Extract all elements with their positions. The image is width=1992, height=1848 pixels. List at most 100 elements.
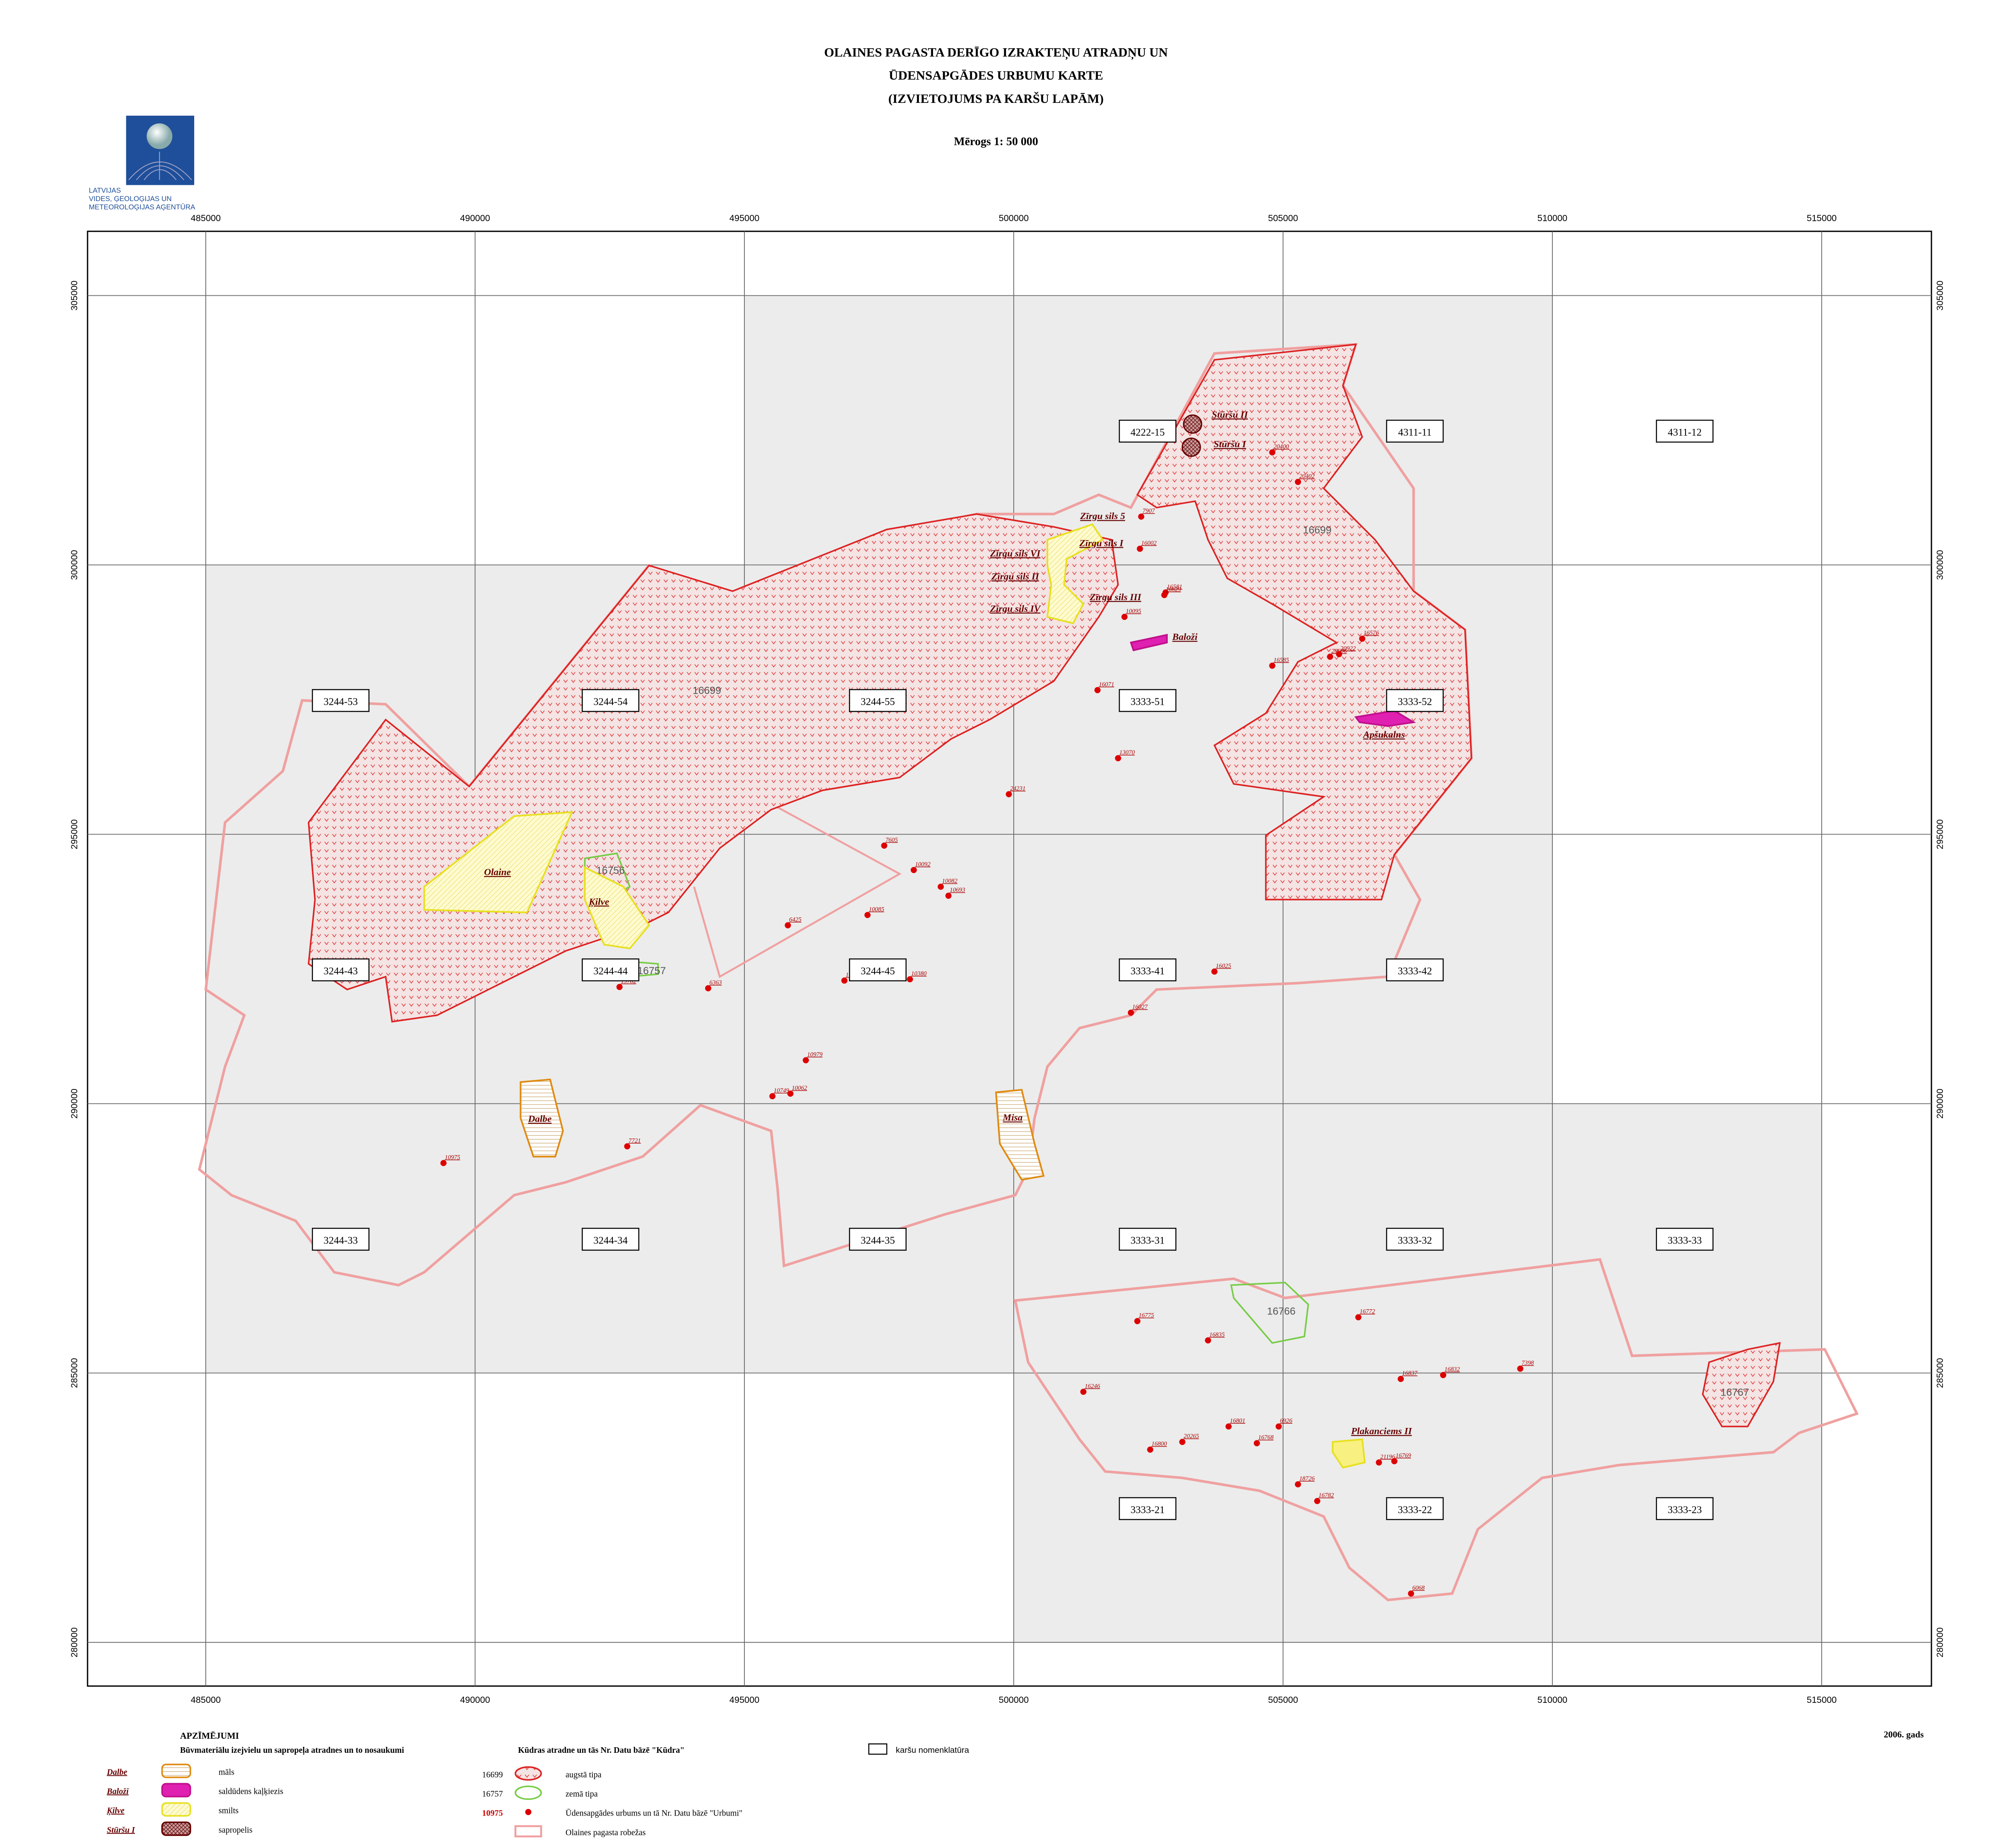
logo-text: METEOROLOĢIJAS AĢENTŪRA bbox=[89, 203, 195, 211]
borehole-label: 16801 bbox=[1230, 1418, 1245, 1425]
deposit-label: Baloži bbox=[1172, 631, 1198, 642]
map-frame bbox=[87, 231, 1932, 1687]
sheet-label: 4222-15 bbox=[1131, 427, 1165, 438]
sheet-box bbox=[1119, 958, 1177, 981]
borehole bbox=[1147, 1446, 1153, 1453]
borehole bbox=[705, 985, 712, 992]
sheet-label: 3333-31 bbox=[1131, 1235, 1165, 1246]
sheet-label: 3244-45 bbox=[860, 966, 895, 977]
x-tick-label: 485000 bbox=[191, 1695, 221, 1705]
logo-text: LATVIJAS bbox=[89, 187, 121, 195]
borehole-label: 16768 bbox=[1258, 1434, 1274, 1441]
x-tick-label: 515000 bbox=[1807, 1695, 1837, 1705]
borehole bbox=[1295, 479, 1301, 485]
legend-text: saldūdens kaļķiezis bbox=[219, 1787, 283, 1796]
sheet-box bbox=[1119, 1497, 1177, 1520]
sheet-box bbox=[1386, 958, 1444, 981]
y-tick-label: 305000 bbox=[1935, 280, 1945, 310]
borehole bbox=[1161, 592, 1168, 598]
y-tick-label: 280000 bbox=[1935, 1627, 1945, 1657]
sheet-label: 4311-11 bbox=[1398, 427, 1432, 438]
sheet-label: 3333-32 bbox=[1398, 1235, 1432, 1246]
borehole bbox=[1134, 1318, 1140, 1324]
legend-swatch bbox=[161, 1763, 191, 1778]
borehole bbox=[1225, 1423, 1232, 1430]
sheet-box bbox=[312, 689, 370, 712]
borehole bbox=[624, 1143, 630, 1150]
legend-swatch bbox=[525, 1809, 531, 1815]
borehole-label: 6425 bbox=[789, 916, 802, 923]
y-tick-label: 285000 bbox=[1935, 1358, 1945, 1388]
peat-low bbox=[1230, 1282, 1309, 1344]
deposit-label: Plakanciems II bbox=[1350, 1426, 1412, 1436]
borehole-label: 10749 bbox=[774, 1087, 789, 1094]
borehole-label: 16576 bbox=[1363, 630, 1379, 636]
sheet-box bbox=[312, 1228, 370, 1251]
borehole bbox=[802, 1057, 809, 1063]
sheet-box bbox=[581, 689, 639, 712]
deposit-area bbox=[519, 1078, 564, 1158]
deposit-label: Zīrgu sils IV bbox=[990, 603, 1041, 614]
peat-number: 16699 bbox=[1303, 524, 1332, 536]
sheet-box bbox=[1656, 1497, 1714, 1520]
sheet-box bbox=[1119, 1228, 1177, 1251]
borehole bbox=[1137, 546, 1143, 552]
legend-name: Baloži bbox=[106, 1787, 129, 1796]
y-tick-label: 295000 bbox=[70, 819, 79, 849]
map-year: 2006. gads bbox=[1884, 1729, 1924, 1740]
borehole-label: 10092 bbox=[915, 861, 930, 868]
x-tick-label: 505000 bbox=[1268, 1695, 1298, 1705]
sheet-box bbox=[581, 958, 639, 981]
deposit-area bbox=[584, 866, 650, 949]
sheet-box bbox=[849, 689, 907, 712]
borehole-label: 16629 bbox=[1166, 586, 1181, 593]
peat-number: 16766 bbox=[1267, 1306, 1295, 1317]
sheet-label: 3333-51 bbox=[1131, 697, 1165, 708]
x-tick-label: 515000 bbox=[1807, 213, 1837, 223]
peat-high bbox=[1136, 343, 1473, 901]
borehole bbox=[1295, 1481, 1301, 1488]
borehole bbox=[1408, 1590, 1415, 1597]
borehole bbox=[1006, 791, 1012, 797]
borehole-label: 16837 bbox=[1402, 1370, 1418, 1377]
sheet-box bbox=[581, 1228, 639, 1251]
peat-high bbox=[1702, 1342, 1781, 1428]
borehole bbox=[841, 977, 848, 984]
borehole-label: 16025 bbox=[1216, 963, 1231, 969]
peat-number: 16757 bbox=[637, 965, 666, 977]
deposit-label: Zīrgu sils I bbox=[1079, 537, 1124, 548]
borehole bbox=[440, 1160, 447, 1166]
sheet-label: 3333-21 bbox=[1131, 1504, 1165, 1515]
sheet-label: 3333-23 bbox=[1668, 1504, 1702, 1515]
legend-name: 16699 bbox=[482, 1770, 503, 1779]
y-tick-label: 280000 bbox=[70, 1627, 79, 1657]
district-boundary bbox=[1014, 1258, 1859, 1602]
borehole bbox=[1376, 1459, 1382, 1466]
x-tick-label: 495000 bbox=[729, 1695, 759, 1705]
borehole bbox=[1391, 1458, 1397, 1465]
borehole-label: 16581 bbox=[1167, 584, 1182, 590]
x-tick-label: 490000 bbox=[460, 213, 490, 223]
borehole-label: 10062 bbox=[792, 1085, 807, 1092]
borehole-label: 10979 bbox=[807, 1051, 822, 1058]
legend-swatch bbox=[161, 1802, 191, 1817]
sheet-label: 3244-33 bbox=[324, 1235, 358, 1246]
borehole bbox=[1080, 1389, 1087, 1395]
deposit-label: Zīrgu sils VI bbox=[990, 548, 1041, 559]
borehole-label: 16835 bbox=[1209, 1331, 1225, 1338]
borehole-label: 18726 bbox=[1299, 1475, 1315, 1482]
legend-name: 16757 bbox=[482, 1790, 503, 1799]
map-scale: Mērogs 1: 50 000 bbox=[954, 135, 1038, 148]
logo-text: VIDES, ĢEOLOĢIJAS UN bbox=[89, 195, 172, 203]
borehole-label: 6068 bbox=[1412, 1585, 1425, 1591]
title-line: OLAINES PAGASTA DERĪGO IZRAKTEŅU ATRADŅU… bbox=[824, 45, 1168, 60]
borehole-label: 10693 bbox=[950, 887, 965, 893]
borehole-label: 24231 bbox=[1010, 785, 1026, 792]
sheet-label: 3333-22 bbox=[1398, 1504, 1432, 1515]
borehole-label: 6926 bbox=[1280, 1418, 1293, 1425]
sheet-label: 3333-52 bbox=[1398, 697, 1432, 708]
borehole bbox=[910, 867, 917, 873]
x-tick-label: 510000 bbox=[1537, 213, 1567, 223]
legend-name: 10975 bbox=[482, 1809, 503, 1818]
